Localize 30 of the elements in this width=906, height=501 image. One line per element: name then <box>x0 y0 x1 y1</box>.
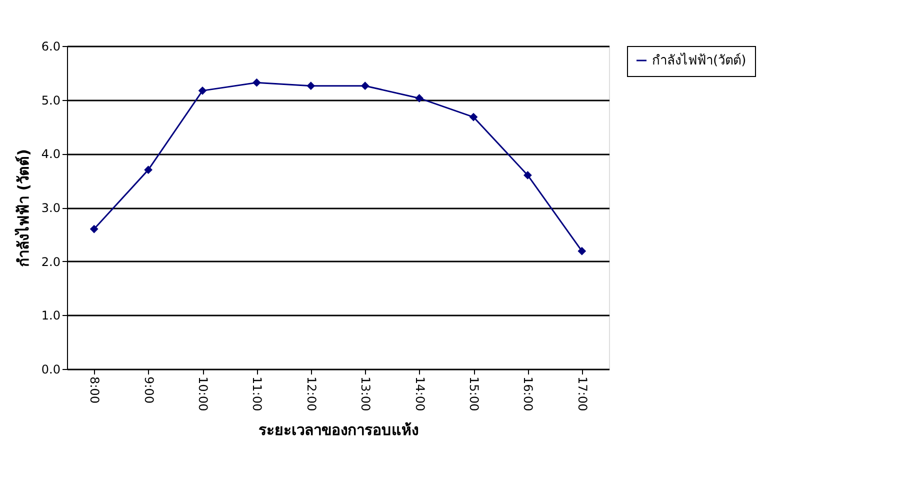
x-axis-title: ระยะเวลาของการอบแห้ง <box>258 421 418 440</box>
x-tick-label: 10:00 <box>196 376 210 412</box>
y-axis-title: กำลังไฟฟ้า (วัตต์) <box>13 149 32 267</box>
y-tick-label: 3.0 <box>41 201 60 215</box>
x-tick-label: 15:00 <box>467 376 481 412</box>
x-tick-label: 12:00 <box>304 376 318 412</box>
y-tick-label: 2.0 <box>41 254 60 269</box>
x-tick-label: 14:00 <box>412 376 427 412</box>
point <box>306 82 316 90</box>
point <box>90 224 98 234</box>
x-tick-label: 13:00 <box>358 376 373 412</box>
point <box>415 94 424 102</box>
x-tick-label: 9:00 <box>142 376 156 404</box>
point <box>469 112 478 122</box>
y-tick-label: 4.0 <box>41 147 60 162</box>
point <box>198 86 207 95</box>
y-tick-label: 6.0 <box>41 40 60 54</box>
point <box>252 78 261 87</box>
y-tick-label: 0.0 <box>41 362 60 376</box>
y-tick-label: 5.0 <box>41 93 60 108</box>
x-tick-label: 11:00 <box>250 376 264 412</box>
point <box>360 82 370 90</box>
point <box>144 166 152 174</box>
y-tick-label: 1.0 <box>41 308 60 323</box>
legend-label: กำลังไฟฟ้า(วัตต์) <box>652 52 746 68</box>
point <box>578 246 586 256</box>
x-tick-label: 17:00 <box>575 376 590 412</box>
point <box>524 171 532 180</box>
x-tick-label: 16:00 <box>521 376 536 412</box>
x-tick-label: 8:00 <box>88 376 102 404</box>
